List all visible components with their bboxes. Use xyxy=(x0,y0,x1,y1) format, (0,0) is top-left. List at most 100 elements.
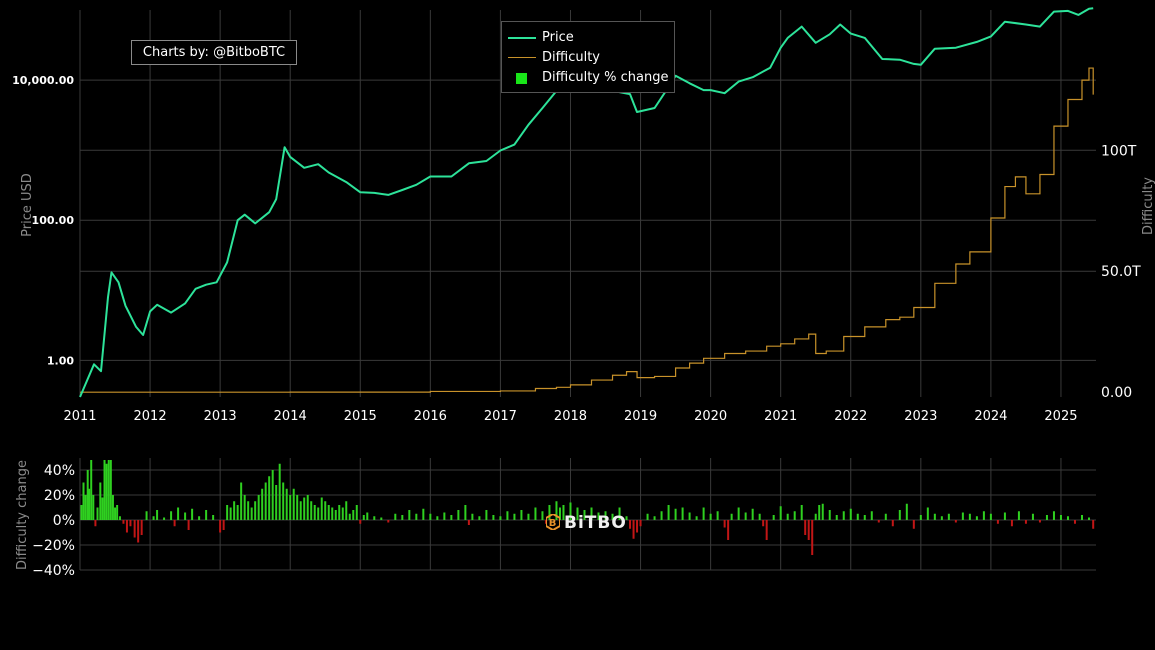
difficulty-change-bar xyxy=(534,507,537,520)
difficulty-change-bar xyxy=(173,520,176,527)
difficulty-change-bar xyxy=(926,507,929,520)
difficulty-change-bar xyxy=(137,520,140,543)
difficulty-change-bar xyxy=(520,510,523,520)
difficulty-change-bar xyxy=(674,508,677,520)
x-tick-label: 2023 xyxy=(904,409,937,424)
difficulty-change-bar xyxy=(86,470,89,520)
difficulty-change-bar xyxy=(348,513,351,520)
x-tick-label: 2013 xyxy=(204,409,237,424)
bar-y-tick-label: −40% xyxy=(32,563,75,579)
difficulty-change-bar xyxy=(443,512,446,520)
difficulty-change-bar xyxy=(919,515,922,520)
difficulty-change-bar xyxy=(772,515,775,520)
bar-y-tick-label: 40% xyxy=(44,463,75,479)
x-tick-label: 2022 xyxy=(834,409,867,424)
difficulty-change-bar xyxy=(324,501,327,520)
difficulty-change-bar xyxy=(170,511,173,520)
difficulty-change-bar xyxy=(103,460,106,520)
difficulty-change-bar xyxy=(152,516,155,520)
difficulty-change-bar xyxy=(205,510,208,520)
difficulty-change-bar xyxy=(877,520,880,523)
difficulty-change-bar xyxy=(744,512,747,520)
difficulty-change-bar xyxy=(653,516,656,520)
difficulty-change-bar xyxy=(1024,520,1027,524)
difficulty-change-bar xyxy=(681,507,684,520)
difficulty-change-bar xyxy=(359,520,362,524)
difficulty-change-bar xyxy=(366,512,369,520)
difficulty-change-bar xyxy=(345,501,348,520)
difficulty-change-bar xyxy=(80,505,83,520)
difficulty-change-bar xyxy=(821,503,824,520)
difficulty-change-bar xyxy=(212,515,215,520)
x-tick-label: 2019 xyxy=(624,409,657,424)
difficulty-change-bar xyxy=(163,517,166,520)
difficulty-change-bar xyxy=(807,520,810,540)
difficulty-change-bar xyxy=(247,501,250,520)
difficulty-change-bar xyxy=(109,460,112,520)
difficulty-change-bar xyxy=(513,513,516,520)
difficulty-change-bar xyxy=(597,512,600,520)
watermark-text: BiTBO xyxy=(564,513,627,533)
difficulty-change-bar xyxy=(114,507,117,520)
difficulty-change-bar xyxy=(954,520,957,523)
bitbo-watermark: B BiTBO xyxy=(546,513,627,535)
x-tick-label: 2017 xyxy=(484,409,517,424)
difficulty-change-bar xyxy=(632,520,635,539)
difficulty-change-bar xyxy=(289,495,292,520)
difficulty-change-bar xyxy=(101,497,104,520)
bar-y-tick-label: 20% xyxy=(44,488,75,504)
x-tick-label: 2024 xyxy=(974,409,1007,424)
difficulty-change-bar xyxy=(250,507,253,520)
difficulty-change-bar xyxy=(506,511,509,520)
difficulty-change-bar xyxy=(1092,520,1095,529)
difficulty-change-bar xyxy=(961,512,964,520)
svg-text:B: B xyxy=(549,518,558,529)
difficulty-change-bar xyxy=(737,507,740,520)
difficulty-change-bar xyxy=(380,517,383,520)
difficulty-change-bar xyxy=(629,520,632,529)
difficulty-change-bar xyxy=(320,497,323,520)
difficulty-change-bar xyxy=(1052,511,1055,520)
difficulty-change-bar xyxy=(129,520,132,527)
y-axis-title: Price USD xyxy=(20,173,35,237)
bar-y-tick-label: 0% xyxy=(53,513,75,529)
difficulty-change-bar xyxy=(898,510,901,520)
difficulty-change-bar xyxy=(751,508,754,520)
difficulty-change-bar xyxy=(478,516,481,520)
difficulty-change-bar xyxy=(1059,515,1062,520)
y2-tick-label: 0.00 xyxy=(1101,385,1132,401)
difficulty-change-bar xyxy=(996,520,999,524)
difficulty-change-bar xyxy=(105,463,108,520)
difficulty-change-bar xyxy=(947,513,950,520)
difficulty-change-bar xyxy=(793,511,796,520)
difficulty-change-bar xyxy=(1017,511,1020,520)
difficulty-change-bar xyxy=(327,505,330,520)
legend-item-price[interactable]: Price xyxy=(502,28,674,48)
difficulty-change-bar xyxy=(422,508,425,520)
difficulty-change-bar xyxy=(145,511,148,520)
difficulty-change-bar xyxy=(198,516,201,520)
difficulty-change-bar xyxy=(849,508,852,520)
difficulty-change-bar xyxy=(716,511,719,520)
difficulty-change-bar xyxy=(282,482,285,520)
difficulty-change-bar xyxy=(968,513,971,520)
difficulty-change-bar xyxy=(118,516,121,520)
x-tick-label: 2012 xyxy=(134,409,167,424)
legend-item-difficulty-change[interactable]: Difficulty % change xyxy=(502,68,674,88)
difficulty-change-bar xyxy=(800,505,803,520)
difficulty-change-bar xyxy=(499,516,502,520)
difficulty-change-bar xyxy=(222,520,225,530)
difficulty-change-bar xyxy=(219,520,222,533)
difficulty-change-bar xyxy=(604,511,607,520)
difficulty-line xyxy=(80,67,1094,393)
difficulty-change-bar xyxy=(96,507,99,520)
difficulty-change-bar xyxy=(730,513,733,520)
difficulty-change-bar xyxy=(140,520,143,535)
legend-label: Difficulty % change xyxy=(542,70,669,85)
difficulty-change-bar xyxy=(317,507,320,520)
difficulty-change-bar xyxy=(765,520,768,540)
difficulty-change-bar xyxy=(229,507,232,520)
legend-item-difficulty[interactable]: Difficulty xyxy=(502,48,674,68)
difficulty-change-bar xyxy=(818,505,821,520)
